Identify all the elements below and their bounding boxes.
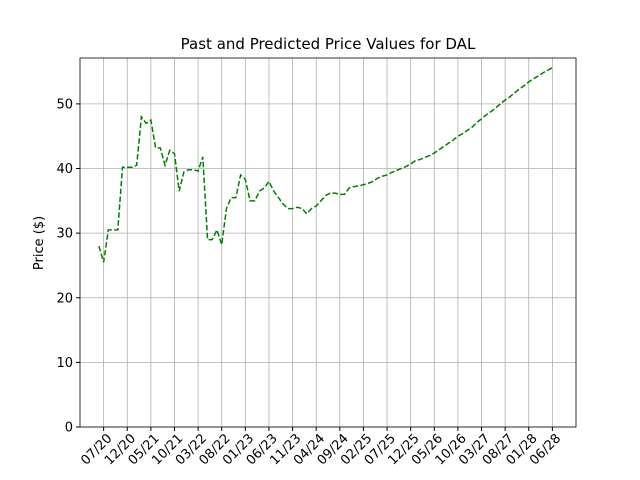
y-tick-label: 50 — [56, 97, 73, 112]
y-axis-label: Price ($) — [32, 216, 47, 270]
y-tick-label: 20 — [56, 291, 73, 306]
y-tick-label: 10 — [56, 356, 73, 371]
y-tick-label: 40 — [56, 162, 73, 177]
y-tick-label: 30 — [56, 227, 73, 242]
y-tick-label: 0 — [65, 421, 73, 436]
price-line — [98, 67, 553, 263]
chart-title: Past and Predicted Price Values for DAL — [181, 35, 476, 53]
plot-frame — [79, 57, 577, 428]
